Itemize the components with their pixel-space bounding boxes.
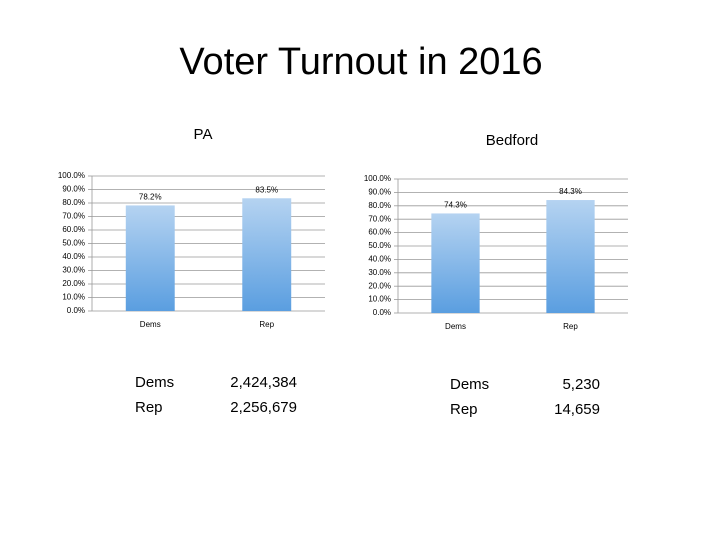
y-tick-label: 0.0% [67,306,85,315]
y-tick-label: 90.0% [62,185,85,194]
x-tick-label: Dems [140,320,161,329]
y-tick-label: 80.0% [368,201,391,210]
y-tick-label: 70.0% [368,214,391,223]
y-tick-label: 60.0% [368,228,391,237]
y-tick-label: 30.0% [62,266,85,275]
y-tick-label: 80.0% [62,198,85,207]
value-label: 78.2% [139,193,162,202]
y-tick-label: 10.0% [368,295,391,304]
chart-title: Bedford [486,132,539,149]
table-label: Rep [135,399,163,416]
y-tick-label: 20.0% [368,281,391,290]
table-value: 14,659 [554,401,600,418]
x-tick-label: Rep [259,320,274,329]
y-tick-label: 20.0% [62,279,85,288]
y-tick-label: 10.0% [62,293,85,302]
value-label: 74.3% [444,201,467,210]
slide-title: Voter Turnout in 2016 [179,41,542,83]
y-tick-label: 50.0% [62,239,85,248]
x-tick-label: Rep [563,322,578,331]
table-value: 5,230 [562,376,600,393]
table-value: 2,424,384 [230,374,297,391]
bar [431,213,480,313]
value-label: 83.5% [255,185,278,194]
y-tick-label: 50.0% [368,241,391,250]
y-tick-label: 100.0% [364,174,391,183]
chart-title: PA [194,126,213,143]
bar [546,200,595,313]
table-value: 2,256,679 [230,399,297,416]
value-label: 84.3% [559,187,582,196]
y-tick-label: 100.0% [58,171,85,180]
bar [125,205,175,311]
table-label: Dems [135,374,174,391]
y-tick-label: 30.0% [368,268,391,277]
y-tick-label: 40.0% [368,255,391,264]
y-tick-label: 70.0% [62,212,85,221]
y-tick-label: 0.0% [373,308,391,317]
bar [242,198,292,311]
table-label: Dems [450,376,489,393]
y-tick-label: 90.0% [368,188,391,197]
x-tick-label: Dems [445,322,466,331]
y-tick-label: 40.0% [62,252,85,261]
y-tick-label: 60.0% [62,225,85,234]
table-label: Rep [450,401,478,418]
